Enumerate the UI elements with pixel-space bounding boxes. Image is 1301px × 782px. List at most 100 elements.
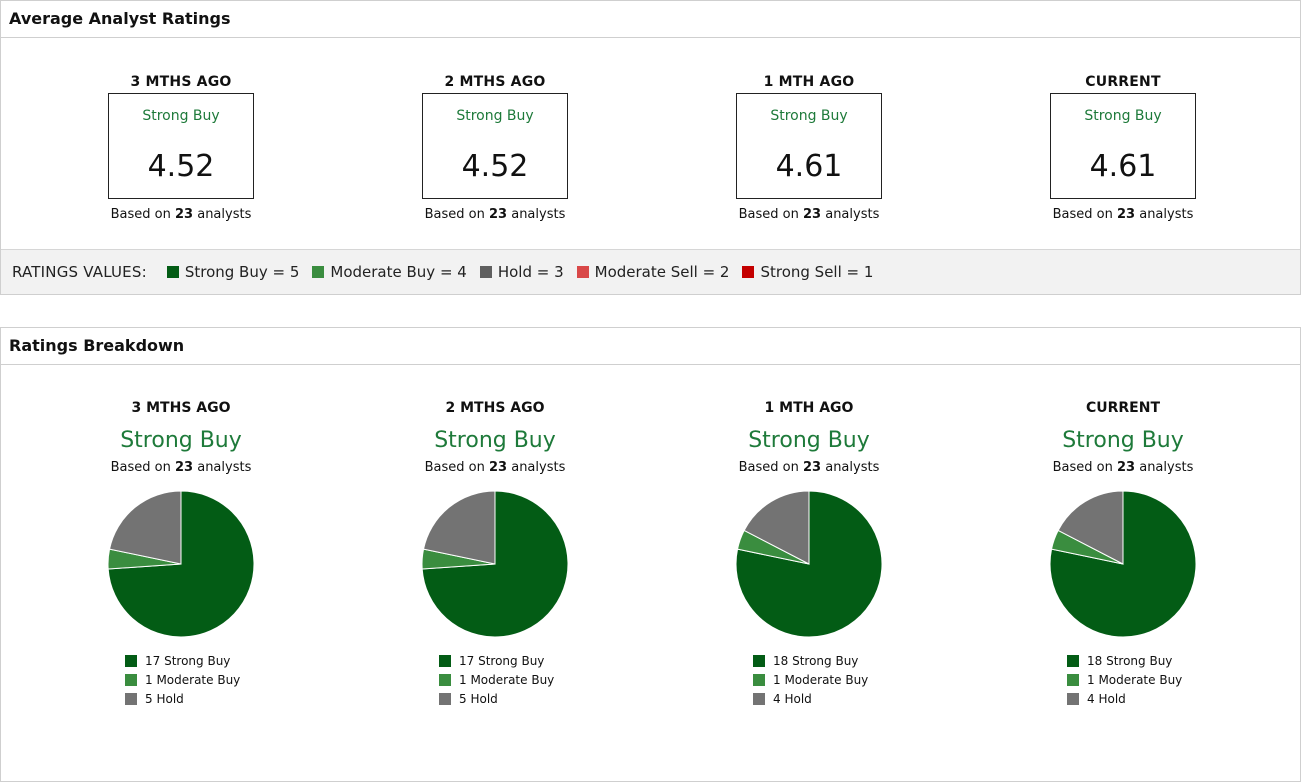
- period-title: 2 MTHS AGO: [444, 74, 546, 90]
- based-on-text: Based on 23 analysts: [738, 460, 880, 475]
- legend-row: 18 Strong Buy: [753, 651, 883, 670]
- rating-label: Strong Buy: [120, 428, 242, 453]
- hold-swatch: [125, 692, 137, 705]
- strong-sell-swatch: [742, 266, 755, 278]
- legend-row: 1 Moderate Buy: [125, 670, 255, 689]
- legend-row: 5 Hold: [439, 689, 569, 708]
- pie-legend: 17 Strong Buy 1 Moderate Buy 5 Hold: [107, 651, 255, 708]
- hold-swatch: [479, 266, 492, 278]
- strong-buy-swatch: [125, 654, 137, 667]
- moderate-buy-swatch: [312, 266, 325, 278]
- ratings-breakdown-panel: Ratings Breakdown 3 MTHS AGO Strong Buy …: [0, 327, 1301, 782]
- rating-label: Strong Buy: [1062, 428, 1184, 453]
- breakdown-period-2-mths-ago: 2 MTHS AGO Strong Buy Based on 23 analys…: [365, 400, 625, 708]
- panel-title: Ratings Breakdown: [1, 328, 1300, 365]
- legend-row: 17 Strong Buy: [439, 651, 569, 670]
- legend-row: 4 Hold: [753, 689, 883, 708]
- rating-score: 4.52: [461, 149, 529, 184]
- legend-row: 1 Moderate Buy: [753, 670, 883, 689]
- moderate-buy-swatch: [439, 673, 451, 686]
- rating-label: Strong Buy: [748, 428, 870, 453]
- ratings-values-legend: RATINGS VALUES: Strong Buy = 5 Moderate …: [1, 249, 1300, 294]
- rating-label: Strong Buy: [434, 428, 556, 453]
- hold-swatch: [753, 692, 765, 705]
- moderate-buy-swatch: [753, 673, 765, 686]
- legend-strong-sell: Strong Sell = 1: [742, 263, 873, 281]
- pie-slice-strong-buy[interactable]: [735, 490, 883, 638]
- based-on-text: Based on 23 analysts: [110, 460, 252, 475]
- hold-swatch: [439, 692, 451, 705]
- based-on-text: Based on 23 analysts: [738, 207, 880, 222]
- rating-score: 4.61: [1089, 149, 1157, 184]
- pie-legend: 18 Strong Buy 1 Moderate Buy 4 Hold: [1049, 651, 1197, 708]
- legend-row: 17 Strong Buy: [125, 651, 255, 670]
- rating-box: Strong Buy 4.61: [1050, 93, 1196, 199]
- rating-box: Strong Buy 4.52: [108, 93, 254, 199]
- legend-moderate-buy: Moderate Buy = 4: [312, 263, 467, 281]
- avg-period-2-mths-ago: 2 MTHS AGO Strong Buy 4.52 Based on 23 a…: [365, 74, 625, 222]
- analyst-count: 23: [489, 207, 508, 222]
- avg-period-3-mths-ago: 3 MTHS AGO Strong Buy 4.52 Based on 23 a…: [51, 74, 311, 222]
- breakdown-period-1-mth-ago: 1 MTH AGO Strong Buy Based on 23 analyst…: [679, 400, 939, 708]
- legend-row: 5 Hold: [125, 689, 255, 708]
- ratings-values-title: RATINGS VALUES:: [12, 263, 147, 281]
- period-title: 3 MTHS AGO: [130, 74, 232, 90]
- legend-moderate-sell: Moderate Sell = 2: [576, 263, 729, 281]
- pie-legend: 18 Strong Buy 1 Moderate Buy 4 Hold: [735, 651, 883, 708]
- moderate-buy-swatch: [125, 673, 137, 686]
- based-on-text: Based on 23 analysts: [1052, 460, 1194, 475]
- pie-slice-hold[interactable]: [108, 490, 182, 565]
- moderate-buy-swatch: [1067, 673, 1079, 686]
- period-title: 1 MTH AGO: [763, 74, 855, 90]
- avg-period-current: CURRENT Strong Buy 4.61 Based on 23 anal…: [993, 74, 1253, 222]
- rating-score: 4.61: [775, 149, 843, 184]
- rating-label: Strong Buy: [770, 108, 848, 124]
- period-title: CURRENT: [1085, 400, 1161, 416]
- period-title: 3 MTHS AGO: [131, 400, 231, 416]
- based-on-text: Based on 23 analysts: [424, 207, 566, 222]
- rating-label: Strong Buy: [1084, 108, 1162, 124]
- period-title: CURRENT: [1085, 74, 1161, 90]
- legend-row: 18 Strong Buy: [1067, 651, 1197, 670]
- analyst-count: 23: [803, 207, 822, 222]
- pie-legend: 17 Strong Buy 1 Moderate Buy 5 Hold: [421, 651, 569, 708]
- analyst-count: 23: [803, 460, 822, 475]
- breakdown-period-current: CURRENT Strong Buy Based on 23 analysts …: [993, 400, 1253, 708]
- strong-buy-swatch: [753, 654, 765, 667]
- rating-label: Strong Buy: [142, 108, 220, 124]
- analyst-count: 23: [1117, 207, 1136, 222]
- pie-slice-hold[interactable]: [743, 490, 810, 565]
- avg-period-1-mth-ago: 1 MTH AGO Strong Buy 4.61 Based on 23 an…: [679, 74, 939, 222]
- panel-title: Average Analyst Ratings: [1, 1, 1300, 38]
- hold-swatch: [1067, 692, 1079, 705]
- pie-slice-strong-buy[interactable]: [1049, 490, 1197, 638]
- analyst-count: 23: [175, 460, 194, 475]
- rating-box: Strong Buy 4.61: [736, 93, 882, 199]
- rating-score: 4.52: [147, 149, 215, 184]
- legend-row: 4 Hold: [1067, 689, 1197, 708]
- pie-chart[interactable]: [51, 489, 311, 639]
- strong-buy-swatch: [1067, 654, 1079, 667]
- breakdown-period-3-mths-ago: 3 MTHS AGO Strong Buy Based on 23 analys…: [51, 400, 311, 708]
- strong-buy-swatch: [439, 654, 451, 667]
- moderate-sell-swatch: [576, 266, 589, 278]
- average-analyst-ratings-panel: Average Analyst Ratings 3 MTHS AGO Stron…: [0, 0, 1301, 295]
- based-on-text: Based on 23 analysts: [1052, 207, 1194, 222]
- pie-chart[interactable]: [993, 489, 1253, 639]
- rating-label: Strong Buy: [456, 108, 534, 124]
- legend-hold: Hold = 3: [479, 263, 564, 281]
- pie-slice-hold[interactable]: [1057, 490, 1124, 565]
- strong-buy-swatch: [166, 266, 179, 278]
- pie-chart[interactable]: [365, 489, 625, 639]
- based-on-text: Based on 23 analysts: [110, 207, 252, 222]
- legend-row: 1 Moderate Buy: [1067, 670, 1197, 689]
- rating-box: Strong Buy 4.52: [422, 93, 568, 199]
- period-title: 2 MTHS AGO: [445, 400, 545, 416]
- pie-chart[interactable]: [679, 489, 939, 639]
- analyst-count: 23: [175, 207, 194, 222]
- based-on-text: Based on 23 analysts: [424, 460, 566, 475]
- analyst-count: 23: [1117, 460, 1136, 475]
- pie-slice-hold[interactable]: [422, 490, 496, 565]
- period-title: 1 MTH AGO: [764, 400, 854, 416]
- legend-row: 1 Moderate Buy: [439, 670, 569, 689]
